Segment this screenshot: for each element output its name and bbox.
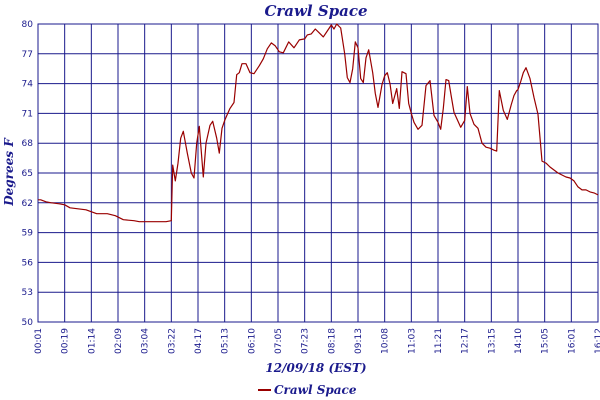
x-tick-label: 00:01 [34, 328, 44, 354]
y-tick-label: 74 [22, 80, 34, 90]
y-tick-label: 56 [22, 258, 34, 268]
x-tick-label: 03:22 [167, 328, 177, 354]
y-axis-label: Degrees F [2, 137, 16, 207]
y-tick-label: 62 [22, 199, 33, 209]
y-tick-label: 80 [22, 20, 34, 30]
x-tick-label: 05:13 [221, 328, 231, 354]
x-tick-label: 04:17 [194, 328, 204, 354]
legend-label: Crawl Space [274, 383, 357, 397]
y-tick-label: 71 [22, 109, 33, 119]
x-tick-label: 12:17 [461, 328, 471, 354]
y-tick-label: 65 [22, 169, 33, 179]
x-tick-label: 08:18 [327, 328, 337, 354]
y-tick-label: 59 [22, 229, 34, 239]
series-line-0 [38, 23, 599, 223]
x-tick-label: 11:21 [434, 328, 444, 354]
y-tick-label: 68 [22, 139, 34, 149]
x-tick-label: 03:04 [141, 328, 151, 354]
x-tick-label: 00:19 [61, 328, 71, 354]
series-lines [38, 23, 599, 223]
x-tick-label: 16:01 [567, 328, 577, 354]
x-tick-label: 01:14 [87, 328, 97, 354]
x-tick-label: 06:10 [247, 328, 257, 354]
x-tick-label: 09:13 [354, 328, 364, 354]
x-tick-label: 07:23 [301, 328, 311, 354]
x-tick-label: 02:09 [114, 328, 124, 354]
x-tick-label: 16:12 [594, 328, 600, 354]
x-tick-label: 07:05 [274, 328, 284, 354]
x-tick-label: 13:15 [487, 328, 497, 354]
chart-grid [37, 23, 599, 323]
chart-legend: Crawl Space [258, 383, 357, 397]
chart-title: Crawl Space [264, 2, 367, 20]
x-axis-label: 12/09/18 (EST) [265, 361, 366, 375]
x-tick-label: 11:03 [407, 328, 417, 354]
y-tick-label: 50 [22, 318, 34, 328]
x-tick-label: 14:10 [514, 328, 524, 354]
x-tick-labels: 00:01 00:19 01:14 02:09 03:04 03:22 04:17 05:13… [34, 328, 600, 354]
x-tick-label: 10:08 [381, 328, 391, 354]
y-tick-label: 53 [22, 288, 33, 298]
y-tick-labels: 50 53 56 59 62 65 68 71 74 77 80 [22, 20, 34, 328]
y-tick-label: 77 [22, 50, 33, 60]
x-tick-label: 15:05 [541, 328, 551, 354]
